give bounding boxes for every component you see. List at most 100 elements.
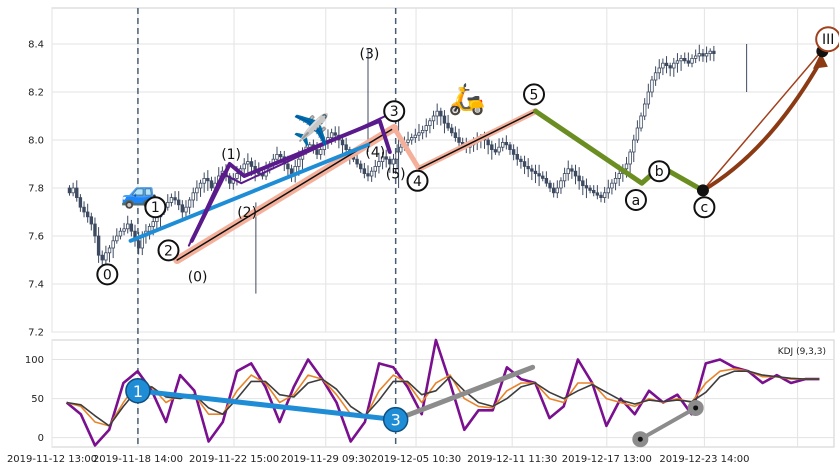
candle-body <box>406 139 410 143</box>
candle-body <box>93 223 97 237</box>
candle-body <box>115 235 119 242</box>
candle-body <box>537 173 541 177</box>
candle-body <box>373 165 377 172</box>
x-axis-tick-label: 2019-12-05 10:30 <box>371 454 461 465</box>
candle-body <box>486 139 490 146</box>
candle-body <box>661 62 665 69</box>
wave-label-4-text: 4 <box>413 174 422 190</box>
candle-body <box>530 168 534 172</box>
x-axis-tick-label: 2019-11-18 14:00 <box>93 454 183 465</box>
candle-body <box>628 151 632 165</box>
candle-body <box>85 211 90 218</box>
candle-body <box>344 144 348 151</box>
candle-body <box>289 168 294 175</box>
kdj-ytick-label: 100 <box>25 355 44 366</box>
candle-body <box>602 192 607 199</box>
candle-body <box>635 127 640 141</box>
scooter-icon: 🛵 <box>448 82 485 117</box>
candle-body <box>653 72 658 81</box>
candle-body <box>675 60 680 64</box>
candle-body <box>104 252 108 261</box>
candle-body <box>388 158 392 165</box>
candle-body <box>533 170 538 174</box>
candle-body <box>359 163 363 170</box>
candle-body <box>672 62 676 69</box>
x-axis-tick-label: 2019-11-29 09:30 <box>281 454 371 465</box>
kdj-marker-3-text: 3 <box>391 411 401 430</box>
projection-start-dot <box>696 184 709 197</box>
candle-body <box>708 50 712 55</box>
price-ytick-label: 7.2 <box>28 328 44 339</box>
candle-body <box>82 206 86 213</box>
candle-body <box>180 204 185 213</box>
candle-body <box>548 182 552 189</box>
candle-body <box>173 197 177 201</box>
kdj-marker-gray-1-dot <box>637 436 643 442</box>
candle-body <box>541 175 545 179</box>
candle-body <box>588 187 592 191</box>
candle-body <box>693 55 698 59</box>
candle-body <box>355 158 359 165</box>
candle-body <box>315 149 319 155</box>
candle-body <box>184 206 188 213</box>
x-axis-tick-label: 2019-12-11 11:30 <box>467 454 557 465</box>
candle-body <box>617 173 621 179</box>
candle-body <box>122 228 126 232</box>
candle-body <box>206 177 210 182</box>
candle-body <box>126 223 130 230</box>
candle-body <box>511 149 516 155</box>
candle-body <box>595 192 600 196</box>
wave-label-paren-0: (0) <box>188 270 208 286</box>
wave-label-paren-1: (1) <box>221 147 241 163</box>
x-axis-tick-label: 2019-11-22 15:00 <box>189 454 279 465</box>
candle-body <box>318 149 323 155</box>
purple-path-2 <box>187 115 387 247</box>
candle-body <box>490 144 494 151</box>
candle-body <box>380 156 385 163</box>
wave-label-III-circle <box>815 26 839 53</box>
candle-body <box>333 132 337 136</box>
candle-body <box>457 137 461 143</box>
candle-body <box>246 161 250 165</box>
candle-body <box>686 60 691 64</box>
candle-body <box>187 199 192 208</box>
candle-body <box>420 129 425 134</box>
kdj-title: KDJ (9,3,3) <box>778 347 826 357</box>
candle-body <box>704 53 709 57</box>
kdj-marker-1 <box>125 378 151 404</box>
candle-body <box>712 50 716 55</box>
candle-body <box>519 158 523 162</box>
candle-body <box>235 173 239 179</box>
candle-body <box>559 180 563 189</box>
wave-label-2-circle <box>157 239 180 262</box>
wave-label-paren-3: (3) <box>360 46 380 62</box>
candle-body <box>562 173 567 182</box>
kdj-trendline-gray-2 <box>638 405 698 442</box>
candle-body <box>417 132 421 136</box>
candle-body <box>195 187 199 194</box>
candle-body <box>431 115 436 122</box>
wave-label-paren-2: (2) <box>237 205 257 221</box>
candle-body <box>493 149 498 153</box>
candle-body <box>176 199 181 206</box>
candle-body <box>639 115 643 129</box>
candle-body <box>413 134 418 138</box>
candle-body <box>570 168 574 172</box>
candle-body <box>646 91 651 105</box>
candle-body <box>690 58 694 64</box>
candle-body <box>111 240 115 249</box>
candle-body <box>577 175 581 182</box>
x-axis-tick-label: 2019-12-23 14:00 <box>659 454 749 465</box>
candle-body <box>701 53 705 57</box>
wave-label-4-circle <box>406 169 429 192</box>
candle-body <box>129 223 134 232</box>
wave-4-to-5-subwave <box>418 110 537 170</box>
candle-body <box>209 180 214 189</box>
kdj-marker-gray-2-dot <box>693 405 699 411</box>
kdj-ytick-label: 0 <box>38 433 44 444</box>
correction-3-to-4 <box>391 125 422 172</box>
candle-body <box>166 201 170 208</box>
candle-body <box>377 161 381 167</box>
candle-body <box>544 177 549 184</box>
candle-body <box>551 187 556 194</box>
